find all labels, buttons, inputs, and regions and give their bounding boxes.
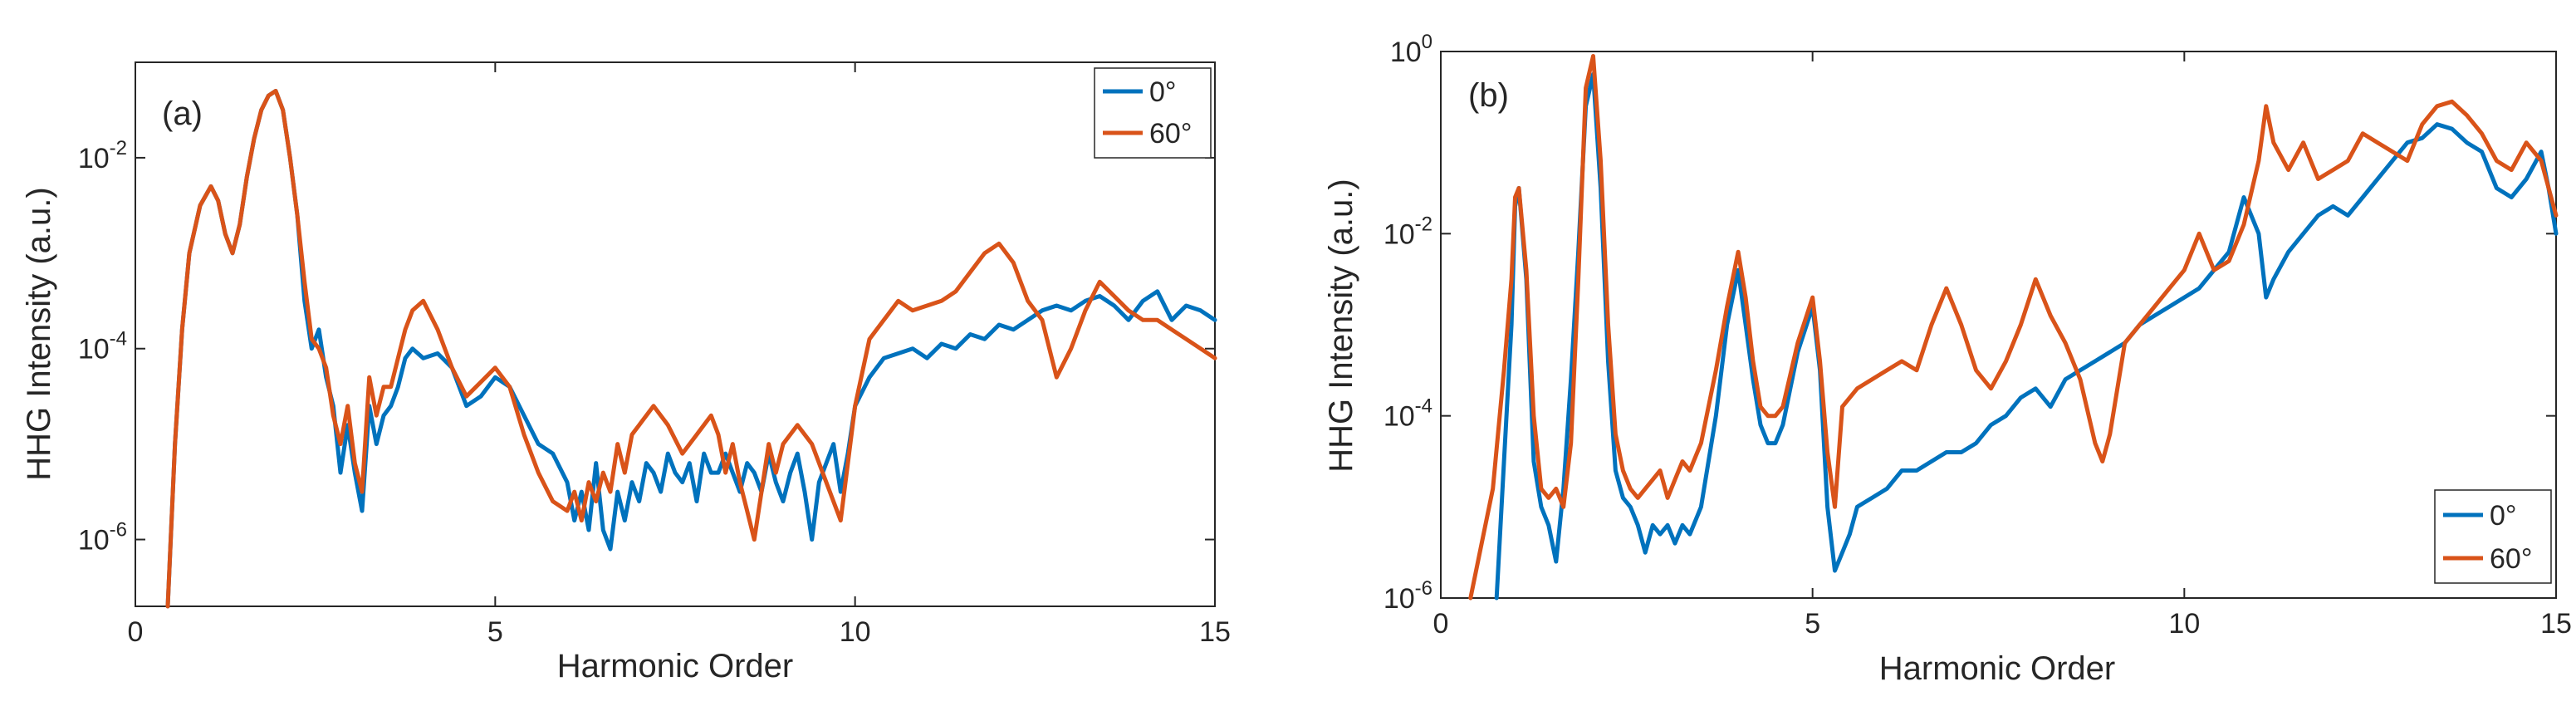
series-line-a-1: [165, 89, 1217, 609]
series-line-a-0: [165, 89, 1217, 609]
y-tick-label: 10-2: [78, 137, 127, 174]
x-axis-label-a: Harmonic Order: [557, 648, 794, 684]
y-tick-label: 100: [1390, 31, 1432, 68]
y-ticks-a: 10-6 10-4 10-2: [78, 137, 1215, 556]
x-tick-label: 15: [1199, 616, 1231, 648]
x-tick-label: 0: [128, 616, 144, 648]
legend-label-b-1: 60°: [2490, 543, 2532, 575]
chart-panel-a: 0 5 10 15 10-6 10-4 10-2 (a) Harmonic Order H…: [21, 61, 1231, 684]
x-ticks-b: 0 5 10 15: [1433, 51, 2572, 640]
x-axis-label-b: Harmonic Order: [1879, 650, 2116, 687]
y-tick-label: 10-6: [1383, 577, 1432, 615]
y-tick-label: 10-6: [78, 519, 127, 556]
legend-label-a-0: 0°: [1149, 76, 1177, 108]
y-tick-label: 10-2: [1383, 213, 1432, 250]
legend-b: 0° 60°: [2434, 489, 2552, 584]
legend-box-b: [2434, 489, 2552, 584]
legend-a: 0° 60°: [1094, 67, 1212, 159]
plot-area-b: [1440, 51, 2557, 599]
x-tick-label: 5: [1805, 608, 1820, 640]
plot-area-a: [135, 61, 1216, 607]
x-tick-label: 10: [840, 616, 871, 648]
x-tick-label: 15: [2540, 608, 2572, 640]
series-line-b-1: [1468, 54, 2559, 601]
y-tick-label: 10-4: [78, 328, 127, 365]
panel-label-b: (b): [1468, 77, 1509, 114]
legend-label-a-1: 60°: [1149, 118, 1192, 150]
panel-label-a: (a): [162, 96, 203, 132]
series-lines-b: [1468, 54, 2559, 601]
x-tick-label: 10: [2168, 608, 2200, 640]
x-tick-label: 0: [1433, 608, 1449, 640]
y-axis-label-a: HHG Intensity (a.u.): [21, 187, 57, 480]
legend-label-b-0: 0°: [2490, 500, 2517, 532]
chart-panel-b: 0 5 10 15 10-6 10-4 10-2 100 (b) Harmonic Orde…: [1323, 31, 2572, 687]
x-tick-label: 5: [487, 616, 503, 648]
y-axis-label-b: HHG Intensity (a.u.): [1323, 179, 1359, 472]
series-lines-a: [165, 89, 1217, 609]
x-ticks-a: 0 5 10 15: [128, 62, 1231, 648]
y-ticks-b: 10-6 10-4 10-2 100: [1383, 31, 2556, 615]
legend-box-a: [1094, 67, 1212, 159]
y-tick-label: 10-4: [1383, 395, 1432, 433]
